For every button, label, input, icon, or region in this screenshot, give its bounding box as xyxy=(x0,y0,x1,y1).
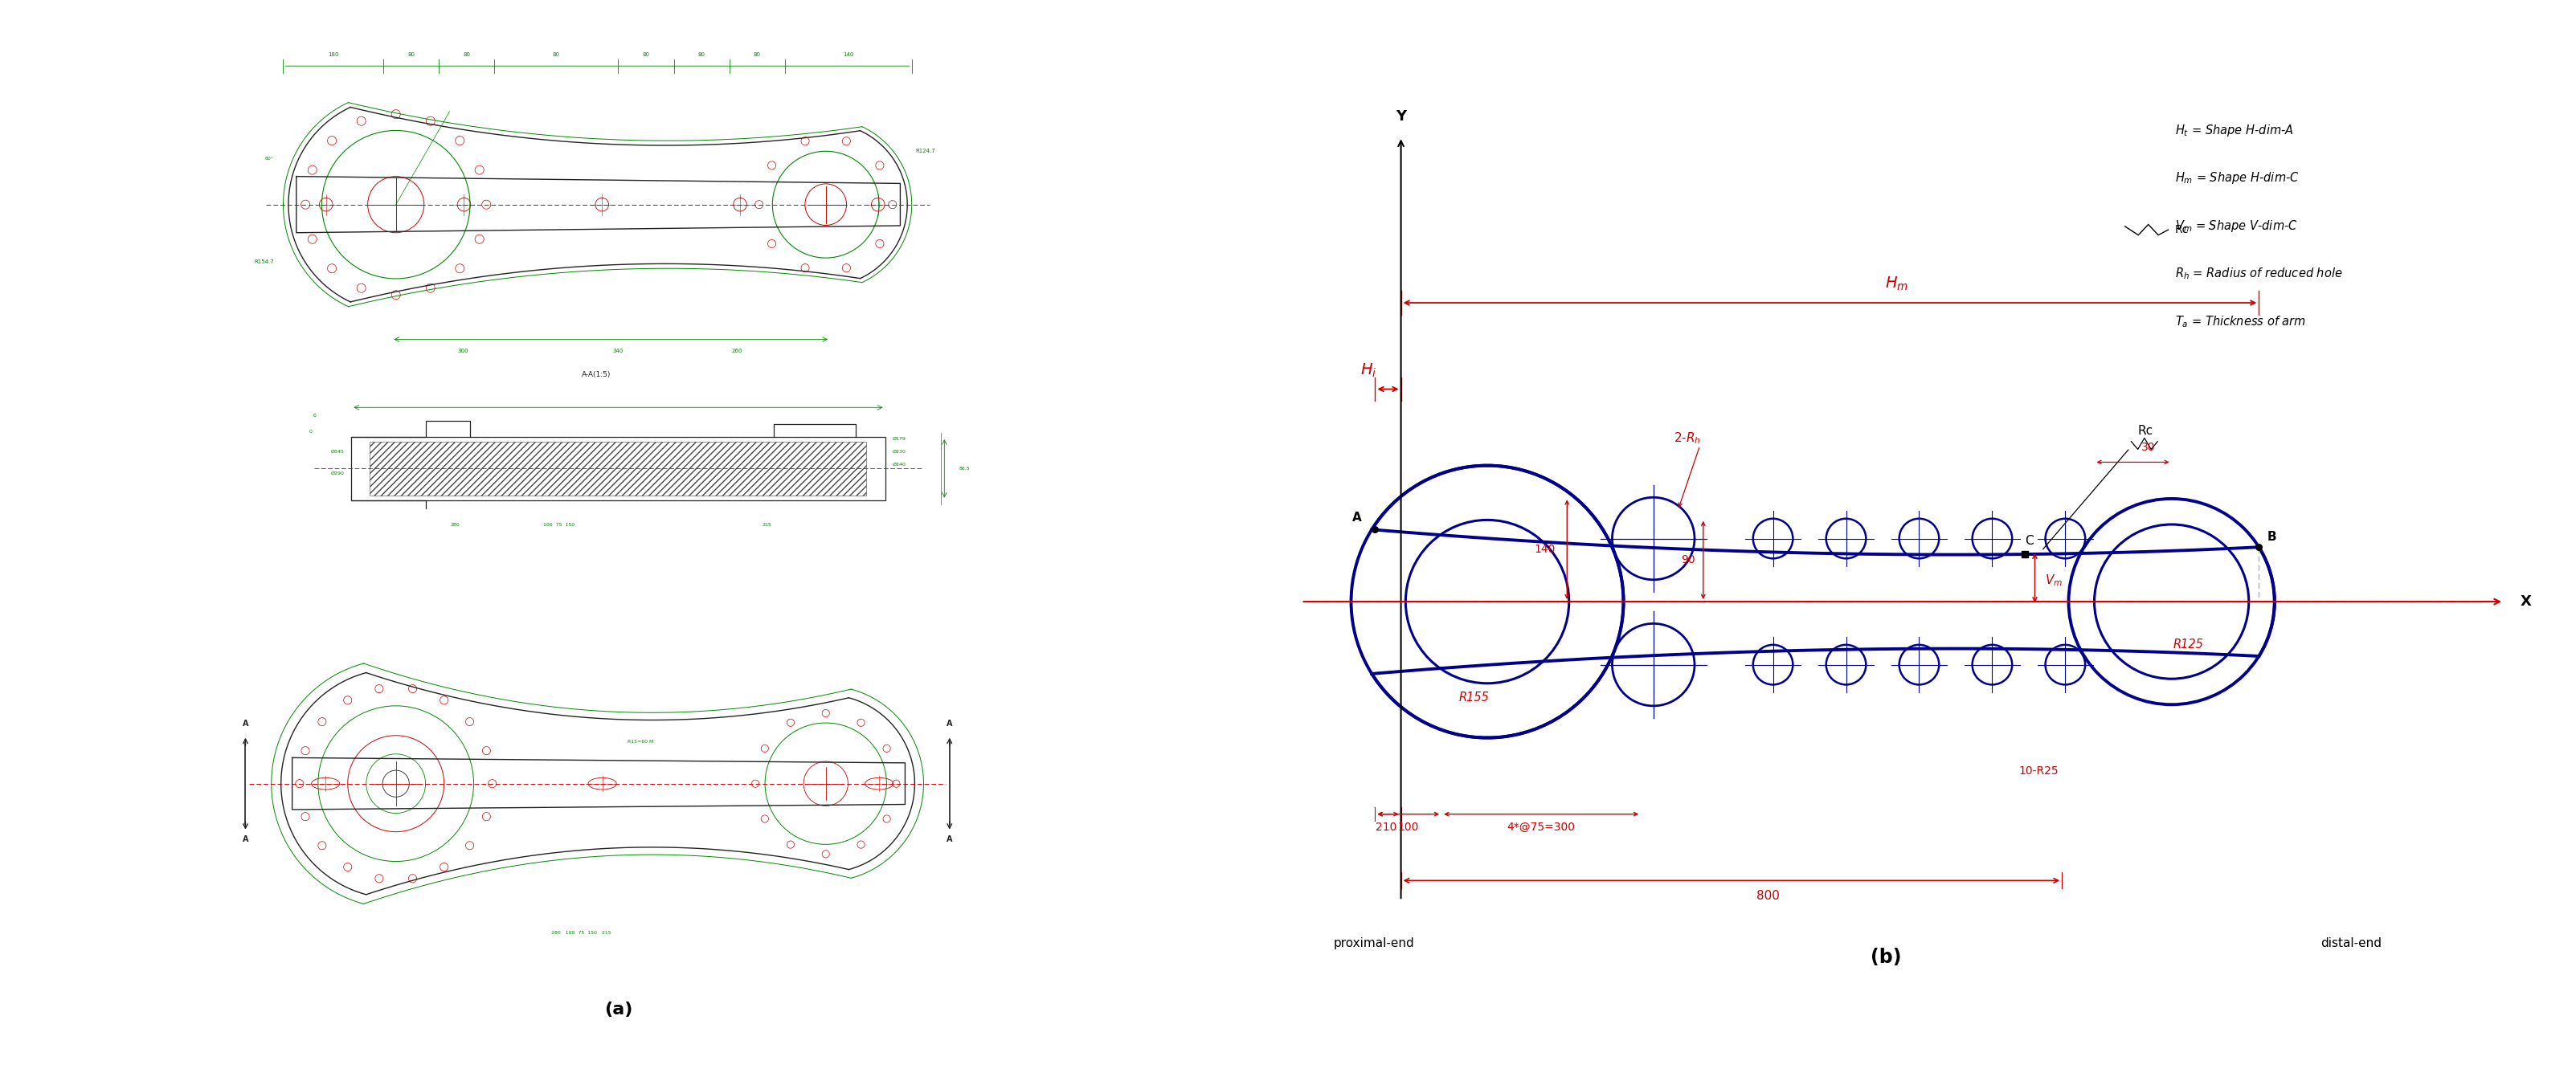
Text: 180: 180 xyxy=(327,52,337,57)
Text: $V_m$ = Shape V-dim-C: $V_m$ = Shape V-dim-C xyxy=(2174,218,2298,233)
Text: 80: 80 xyxy=(755,52,760,57)
Text: 100: 100 xyxy=(1399,822,1419,833)
Text: 86.5: 86.5 xyxy=(958,466,971,470)
Text: proximal-end: proximal-end xyxy=(1334,938,1414,949)
Text: 300: 300 xyxy=(456,348,469,353)
Text: $T_a$ = Thickness of arm: $T_a$ = Thickness of arm xyxy=(2174,314,2306,329)
Text: $H_m$ = Shape H-dim-C: $H_m$ = Shape H-dim-C xyxy=(2174,170,2300,186)
Text: 210: 210 xyxy=(1376,822,1396,833)
Text: X: X xyxy=(2519,594,2532,609)
Text: 30: 30 xyxy=(2141,443,2156,453)
Text: R155: R155 xyxy=(1458,692,1489,703)
Text: 80: 80 xyxy=(464,52,471,57)
Text: Rc: Rc xyxy=(2174,224,2190,235)
Text: 260: 260 xyxy=(732,348,742,353)
Text: Ø290: Ø290 xyxy=(330,471,345,476)
Text: $H_m$: $H_m$ xyxy=(1886,276,1909,293)
Text: C: C xyxy=(2025,534,2032,546)
Text: 6: 6 xyxy=(312,414,317,418)
Text: distal-end: distal-end xyxy=(2321,938,2380,949)
Text: 340: 340 xyxy=(613,348,623,353)
Text: A: A xyxy=(1352,512,1360,524)
Text: Ø345: Ø345 xyxy=(330,450,345,453)
Text: R125: R125 xyxy=(2174,638,2202,651)
Text: 0: 0 xyxy=(309,430,312,434)
Text: 80: 80 xyxy=(554,52,559,57)
Text: 280: 280 xyxy=(451,523,461,527)
Text: A: A xyxy=(945,835,953,843)
Text: R15=60 M: R15=60 M xyxy=(629,740,654,744)
Text: 140: 140 xyxy=(842,52,853,57)
Text: A: A xyxy=(242,719,247,727)
Text: R154.7: R154.7 xyxy=(255,260,273,265)
Text: Ø230: Ø230 xyxy=(891,450,907,453)
Text: 60°: 60° xyxy=(265,157,273,161)
Text: A: A xyxy=(242,835,247,843)
Text: 90: 90 xyxy=(1682,555,1695,566)
Text: 800: 800 xyxy=(1757,889,1780,901)
Text: 4*@75=300: 4*@75=300 xyxy=(1507,822,1577,833)
Text: 80: 80 xyxy=(698,52,706,57)
Text: $H_t$ = Shape H-dim-A: $H_t$ = Shape H-dim-A xyxy=(2174,123,2293,138)
Text: 80: 80 xyxy=(407,52,415,57)
Text: A-A(1:5): A-A(1:5) xyxy=(582,371,611,378)
Text: 140: 140 xyxy=(1533,544,1556,555)
Text: $R_h$ = Radius of reduced hole: $R_h$ = Radius of reduced hole xyxy=(2174,266,2342,281)
Text: (b): (b) xyxy=(1870,947,1901,966)
Text: 80: 80 xyxy=(641,52,649,57)
Text: 2-$R_h$: 2-$R_h$ xyxy=(1674,431,1700,446)
Text: 280   100  75  150   215: 280 100 75 150 215 xyxy=(551,931,611,934)
Text: B: B xyxy=(2267,531,2277,543)
Bar xyxy=(371,441,866,496)
Text: Ø240: Ø240 xyxy=(891,462,907,466)
Text: Ø179: Ø179 xyxy=(891,437,907,441)
Text: $V_m$: $V_m$ xyxy=(2045,573,2063,588)
Text: 100  75  150: 100 75 150 xyxy=(544,523,574,527)
Text: R124.7: R124.7 xyxy=(914,149,935,154)
Text: Rc: Rc xyxy=(2138,425,2154,437)
Text: 215: 215 xyxy=(762,523,770,527)
Text: (a): (a) xyxy=(603,1002,634,1018)
Text: 10-R25: 10-R25 xyxy=(2020,765,2058,777)
Bar xyxy=(350,437,886,500)
Text: $H_i$: $H_i$ xyxy=(1360,361,1376,378)
Text: Y: Y xyxy=(1396,109,1406,123)
Text: A: A xyxy=(945,719,953,727)
